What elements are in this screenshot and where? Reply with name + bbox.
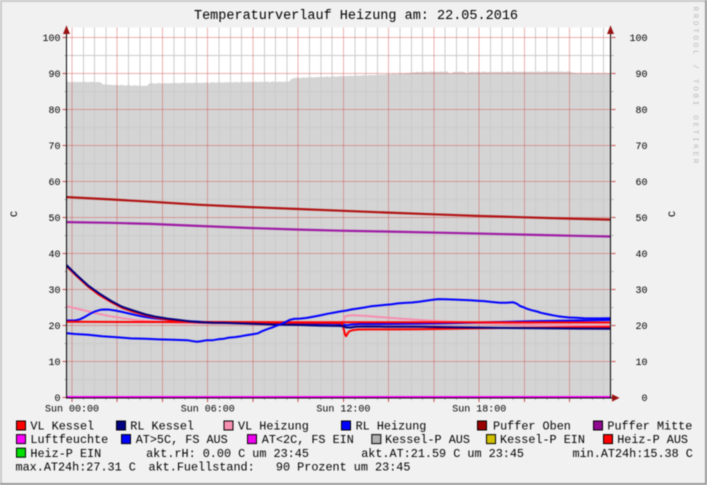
svg-text:80: 80	[635, 106, 647, 117]
svg-text:C: C	[10, 211, 21, 217]
svg-text:80: 80	[48, 106, 60, 117]
svg-text:Sun 18:00: Sun 18:00	[452, 405, 506, 416]
svg-text:Sun 00:00: Sun 00:00	[45, 405, 99, 416]
svg-text:akt.AT:21.59 C um 23:45: akt.AT:21.59 C um 23:45	[361, 447, 524, 461]
svg-text:0: 0	[54, 394, 60, 405]
svg-text:VL Kessel: VL Kessel	[30, 420, 94, 434]
svg-text:40: 40	[48, 250, 60, 261]
svg-text:max.AT24h:27.31 C: max.AT24h:27.31 C	[16, 460, 136, 474]
svg-text:90: 90	[635, 70, 647, 81]
svg-text:Kessel-P EIN: Kessel-P EIN	[500, 433, 585, 447]
svg-text:Kessel-P AUS: Kessel-P AUS	[385, 433, 470, 447]
svg-text:Sun 06:00: Sun 06:00	[181, 405, 235, 416]
svg-text:C: C	[668, 211, 679, 217]
svg-text:AT>5C, FS AUS: AT>5C, FS AUS	[136, 433, 228, 447]
svg-text:AT<2C, FS EIN: AT<2C, FS EIN	[262, 433, 354, 447]
svg-text:60: 60	[635, 178, 647, 189]
svg-text:20: 20	[635, 322, 647, 333]
svg-text:50: 50	[635, 214, 647, 225]
svg-text:RRDTOOL / TOBI OETIKER: RRDTOOL / TOBI OETIKER	[691, 7, 699, 167]
svg-text:30: 30	[48, 286, 60, 297]
svg-text:10: 10	[635, 358, 647, 369]
svg-text:akt.Fuellstand: 90 Prozent u: akt.Fuellstand: 90 Prozent um 23:45	[149, 460, 411, 474]
svg-text:Luftfeuchte: Luftfeuchte	[30, 433, 108, 447]
svg-text:70: 70	[635, 142, 647, 153]
svg-text:Puffer Oben: Puffer Oben	[493, 420, 571, 434]
svg-text:100: 100	[42, 34, 60, 45]
svg-text:Temperaturverlauf Heizung am:: Temperaturverlauf Heizung am: 22.05.2016	[194, 9, 518, 24]
svg-text:40: 40	[635, 250, 647, 261]
svg-text:Heiz-P EIN: Heiz-P EIN	[30, 447, 101, 461]
svg-text:RL Heizung: RL Heizung	[356, 420, 427, 434]
svg-text:0: 0	[641, 394, 647, 405]
svg-text:min.AT24h:15.38 C: min.AT24h:15.38 C	[573, 447, 693, 461]
svg-text:Heiz-P AUS: Heiz-P AUS	[617, 433, 688, 447]
svg-text:10: 10	[48, 358, 60, 369]
svg-text:50: 50	[48, 214, 60, 225]
svg-text:30: 30	[635, 286, 647, 297]
svg-text:Puffer Mitte: Puffer Mitte	[607, 420, 692, 434]
svg-text:RL Kessel: RL Kessel	[130, 420, 194, 434]
svg-text:90: 90	[48, 70, 60, 81]
svg-text:60: 60	[48, 178, 60, 189]
svg-text:VL Heizung: VL Heizung	[238, 420, 309, 434]
svg-text:Sun 12:00: Sun 12:00	[316, 405, 370, 416]
svg-text:70: 70	[48, 142, 60, 153]
svg-text:100: 100	[629, 34, 647, 45]
svg-text:20: 20	[48, 322, 60, 333]
svg-text:akt.rH: 0.00 C um 23:45: akt.rH: 0.00 C um 23:45	[146, 447, 309, 461]
